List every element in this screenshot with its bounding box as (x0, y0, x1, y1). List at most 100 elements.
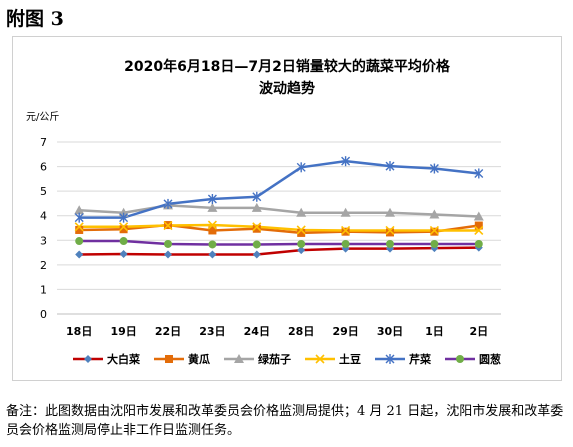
y-tick-label: 7 (40, 136, 47, 149)
series-markers (74, 156, 484, 259)
y-tick-label: 5 (40, 185, 47, 198)
data-point (252, 191, 262, 202)
data-point (164, 250, 172, 259)
data-point (297, 239, 306, 248)
x-tick-label: 28日 (288, 325, 314, 338)
data-point (252, 250, 261, 259)
legend-swatch-marker (456, 355, 464, 363)
data-point (430, 227, 439, 236)
data-point (207, 202, 218, 212)
y-tick-labels: 0 1 2 3 4 5 6 7 (40, 136, 47, 321)
data-point (296, 225, 306, 235)
legend-label: 黄瓜 (188, 352, 210, 366)
data-point (474, 168, 484, 179)
legend-item: 黄瓜 (154, 352, 210, 366)
data-point (252, 240, 261, 249)
data-point (163, 198, 173, 209)
x-tick-label: 22日 (155, 325, 181, 338)
y-tick-label: 0 (40, 308, 47, 321)
series-line (79, 159, 479, 219)
data-point (429, 209, 440, 219)
x-tick-label: 2日 (469, 325, 488, 338)
x-tick-label: 29日 (332, 325, 358, 338)
data-point (341, 156, 351, 167)
data-point (341, 225, 351, 236)
series-line (79, 204, 479, 218)
legend-swatch-marker (315, 354, 325, 364)
data-point (208, 250, 217, 259)
legend-item: 绿茄子 (224, 352, 291, 366)
legend-item: 大白菜 (73, 352, 141, 366)
legend-item: 芹菜 (375, 352, 432, 366)
chart-container: 2020年6月18日—7月2日销量较大的蔬菜平均价格 波动趋势 元/公斤 0 1 2… (12, 36, 562, 381)
legend-swatch-marker (385, 354, 395, 364)
data-point (341, 227, 350, 236)
data-point (341, 239, 350, 248)
data-point (296, 207, 307, 217)
data-point (208, 226, 217, 235)
x-tick-label: 18日 (66, 325, 92, 338)
y-tick-label: 1 (40, 283, 47, 296)
x-tick-label: 23日 (199, 325, 225, 338)
data-point (207, 194, 217, 205)
data-point (75, 250, 84, 259)
data-point (252, 222, 262, 232)
data-point (119, 222, 129, 232)
data-point (474, 225, 484, 236)
y-tick-label: 6 (40, 161, 47, 174)
data-point (74, 212, 84, 223)
series-line (79, 239, 479, 246)
data-point (119, 237, 128, 246)
data-point (473, 211, 484, 221)
data-point (208, 240, 217, 249)
x-tick-label: 19日 (110, 325, 136, 338)
y-tick-label: 2 (40, 259, 47, 272)
legend-label: 土豆 (339, 352, 361, 366)
data-point (164, 239, 172, 248)
data-point (119, 212, 129, 223)
data-point (385, 161, 395, 172)
data-point (163, 220, 173, 231)
legend-item: 土豆 (305, 352, 361, 366)
data-point (75, 237, 84, 246)
footnote: 备注：此图数据由沈阳市发展和改革委员会价格监测局提供；4 月 21 日起，沈阳市… (6, 404, 564, 438)
legend: 大白菜 黄瓜 绿茄子 土豆 芹菜 圆葱 (73, 352, 501, 366)
data-point (75, 225, 84, 234)
x-tick-label: 1日 (425, 325, 444, 338)
data-point (474, 221, 483, 230)
data-point (74, 205, 85, 215)
line-chart: 2020年6月18日—7月2日销量较大的蔬菜平均价格 波动趋势 元/公斤 0 1 2… (26, 58, 501, 366)
data-point (429, 225, 439, 236)
legend-swatch-marker (165, 355, 173, 363)
data-point (386, 228, 394, 237)
legend-label: 大白菜 (107, 352, 141, 366)
y-tick-label: 3 (40, 234, 47, 247)
series-lines (79, 159, 479, 256)
legend-label: 芹菜 (409, 352, 432, 366)
data-point (119, 225, 128, 234)
x-tick-label: 24日 (244, 325, 270, 338)
series-marker-group (74, 156, 484, 223)
series-marker-group (75, 237, 483, 249)
x-tick-labels: 18日 19日 22日 23日 24日 28日 29日 30日 1日 2日 (66, 325, 488, 338)
legend-item: 圆葱 (445, 352, 501, 366)
data-point (385, 207, 395, 217)
data-point (385, 225, 395, 236)
data-point (207, 220, 217, 230)
series-line (79, 246, 479, 256)
chart-title-line1: 2020年6月18日—7月2日销量较大的蔬菜平均价格 (124, 58, 451, 75)
x-tick-label: 30日 (377, 325, 403, 338)
series-line (79, 223, 479, 232)
y-tick-label: 4 (40, 210, 47, 223)
appendix-label: 附图 3 (6, 8, 64, 30)
data-point (430, 239, 439, 248)
data-point (251, 202, 262, 212)
series-marker-group (74, 220, 484, 236)
data-point (386, 239, 394, 248)
legend-swatch-marker (234, 354, 244, 363)
data-point (429, 163, 439, 174)
legend-label: 圆葱 (479, 352, 501, 366)
data-point (74, 222, 84, 232)
chart-title-line2: 波动趋势 (259, 80, 315, 97)
data-point (252, 224, 261, 233)
